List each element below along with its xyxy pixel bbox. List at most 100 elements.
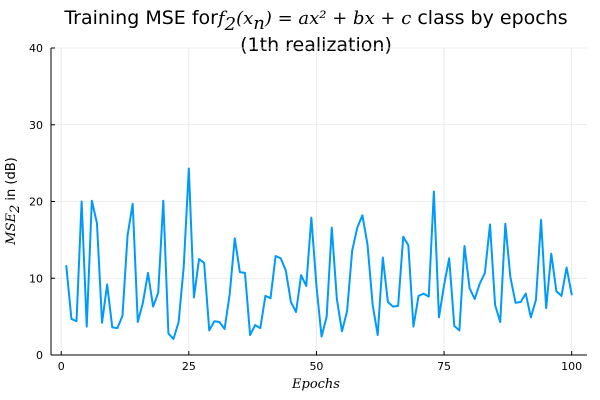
data-point-0-94 bbox=[545, 307, 547, 309]
data-point-0-45 bbox=[295, 311, 297, 313]
data-point-0-43 bbox=[285, 270, 287, 272]
data-point-0-52 bbox=[331, 227, 333, 229]
data-point-0-12 bbox=[127, 234, 129, 236]
data-point-0-23 bbox=[183, 266, 185, 268]
data-point-0-51 bbox=[326, 316, 328, 318]
data-point-0-58 bbox=[361, 214, 363, 216]
data-point-0-75 bbox=[448, 257, 450, 259]
data-point-0-34 bbox=[239, 271, 241, 273]
data-point-0-72 bbox=[433, 191, 435, 193]
data-point-0-3 bbox=[81, 201, 83, 203]
data-point-0-19 bbox=[162, 200, 164, 202]
y-axis-label: MSE2 in (dB) bbox=[4, 157, 23, 245]
data-point-0-60 bbox=[372, 303, 374, 305]
data-point-0-13 bbox=[132, 203, 134, 205]
chart-title-math-arg: (x bbox=[236, 8, 253, 29]
data-point-0-96 bbox=[555, 290, 557, 292]
data-point-0-56 bbox=[351, 250, 353, 252]
data-point-0-90 bbox=[525, 293, 527, 295]
data-point-0-22 bbox=[178, 321, 180, 323]
y-axis-label-sub: 2 bbox=[8, 205, 23, 214]
data-point-0-70 bbox=[423, 293, 425, 295]
data-point-0-59 bbox=[367, 243, 369, 245]
data-point-0-8 bbox=[106, 283, 108, 285]
data-point-0-7 bbox=[101, 322, 103, 324]
data-point-0-93 bbox=[540, 219, 542, 221]
data-point-0-5 bbox=[91, 200, 93, 202]
data-point-0-99 bbox=[571, 293, 573, 295]
data-point-0-86 bbox=[504, 223, 506, 225]
data-point-0-76 bbox=[453, 325, 455, 327]
data-point-0-89 bbox=[520, 301, 522, 303]
data-point-0-47 bbox=[305, 285, 307, 287]
data-point-0-53 bbox=[336, 298, 338, 300]
data-point-0-73 bbox=[438, 316, 440, 318]
data-point-0-63 bbox=[387, 301, 389, 303]
data-point-0-95 bbox=[550, 253, 552, 255]
y-tick-label-1: 10 bbox=[29, 272, 43, 285]
data-point-0-29 bbox=[213, 320, 215, 322]
data-point-0-81 bbox=[479, 283, 481, 285]
data-point-0-64 bbox=[392, 306, 394, 308]
data-point-0-79 bbox=[469, 287, 471, 289]
data-point-0-24 bbox=[188, 168, 190, 170]
data-point-0-28 bbox=[208, 329, 210, 331]
data-point-0-98 bbox=[566, 267, 568, 269]
data-point-0-32 bbox=[229, 293, 231, 295]
series-layer bbox=[65, 167, 573, 340]
data-point-0-4 bbox=[86, 326, 88, 328]
data-point-0-17 bbox=[152, 306, 154, 308]
data-point-0-27 bbox=[203, 262, 205, 264]
grid bbox=[51, 47, 587, 356]
data-point-0-40 bbox=[270, 297, 272, 299]
data-point-0-30 bbox=[218, 321, 220, 323]
data-point-0-78 bbox=[463, 245, 465, 247]
x-tick-label-1: 25 bbox=[182, 360, 196, 373]
data-point-0-92 bbox=[535, 299, 537, 301]
data-point-0-55 bbox=[346, 310, 348, 312]
data-point-0-10 bbox=[116, 327, 118, 329]
data-point-0-16 bbox=[147, 272, 149, 274]
data-point-0-33 bbox=[234, 237, 236, 239]
data-point-0-20 bbox=[167, 333, 169, 335]
data-point-0-62 bbox=[382, 257, 384, 259]
data-point-0-85 bbox=[499, 321, 501, 323]
data-point-0-69 bbox=[418, 295, 420, 297]
x-tick-label-3: 75 bbox=[437, 360, 451, 373]
x-tick-label-0: 0 bbox=[58, 360, 65, 373]
data-point-0-44 bbox=[290, 301, 292, 303]
data-point-0-61 bbox=[377, 334, 379, 336]
chart-title: Training MSE forf2(xn) = ax² + bx + c cl… bbox=[63, 7, 567, 35]
data-point-0-87 bbox=[509, 276, 511, 278]
chart-title-math-sub: 2 bbox=[224, 14, 236, 35]
data-point-0-80 bbox=[474, 298, 476, 300]
y-tick-label-0: 0 bbox=[36, 349, 43, 362]
data-point-0-82 bbox=[484, 272, 486, 274]
data-point-0-67 bbox=[407, 244, 409, 246]
data-point-0-37 bbox=[254, 324, 256, 326]
data-point-0-6 bbox=[96, 222, 98, 224]
data-point-0-18 bbox=[157, 292, 159, 294]
data-point-0-25 bbox=[193, 296, 195, 298]
data-point-0-36 bbox=[249, 334, 251, 336]
data-point-0-84 bbox=[494, 304, 496, 306]
chart-title-prefix: Training MSE for bbox=[63, 7, 218, 29]
data-point-0-50 bbox=[321, 336, 323, 338]
data-point-0-74 bbox=[443, 284, 445, 286]
y-tick-label-3: 30 bbox=[29, 119, 43, 132]
data-point-0-57 bbox=[356, 227, 358, 229]
data-point-0-66 bbox=[402, 236, 404, 238]
chart-title-math-eq: ) = ax² + bx + c bbox=[264, 8, 411, 29]
chart-title-line2: (1th realization) bbox=[240, 34, 392, 56]
y-tick-label-2: 20 bbox=[29, 196, 43, 209]
data-point-0-14 bbox=[137, 321, 139, 323]
data-point-0-26 bbox=[198, 258, 200, 260]
chart-title-math-arg-sub: n bbox=[253, 13, 265, 34]
data-point-0-42 bbox=[280, 257, 282, 259]
data-point-0-91 bbox=[530, 316, 532, 318]
data-point-0-65 bbox=[397, 305, 399, 307]
ticks: 0 25 50 75 100 0 10 20 30 40 bbox=[29, 42, 582, 373]
data-point-0-97 bbox=[560, 295, 562, 297]
